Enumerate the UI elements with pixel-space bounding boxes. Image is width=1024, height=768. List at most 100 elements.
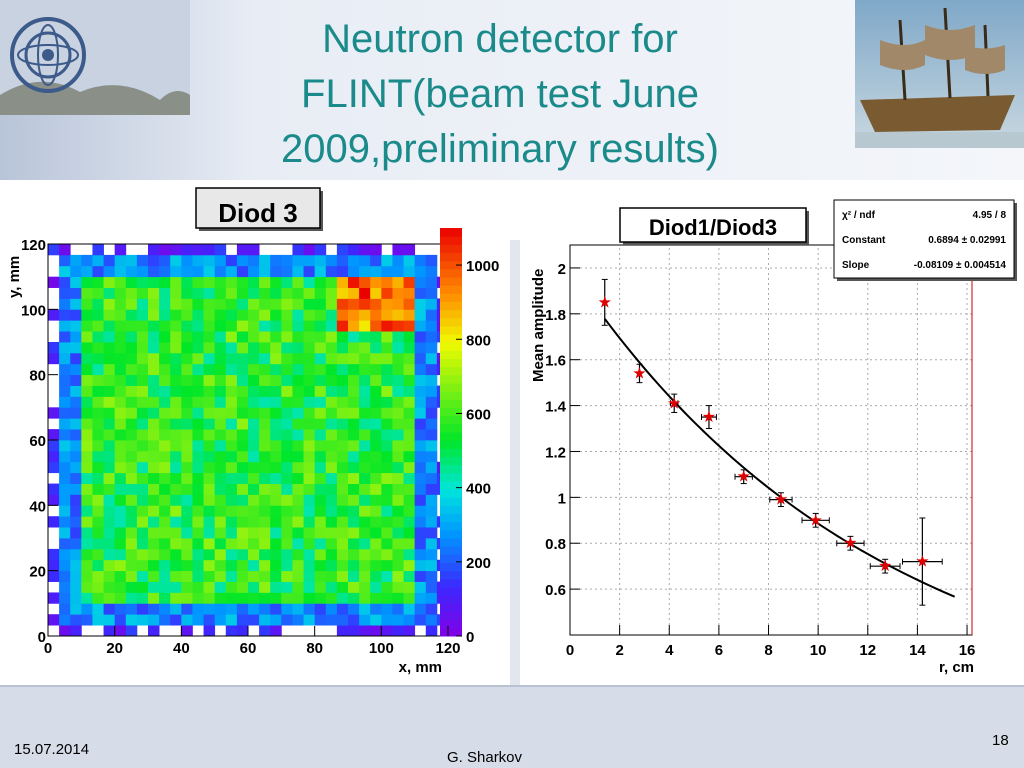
- heatmap-cell: [214, 461, 227, 474]
- heatmap-cell: [159, 287, 171, 299]
- heatmap-cell: [425, 363, 438, 376]
- heatmap-cell: [414, 298, 427, 310]
- heatmap-cell: [270, 625, 282, 637]
- heatmap-cell: [170, 309, 182, 321]
- heatmap-cell: [236, 407, 249, 419]
- heatmap-cell: [336, 625, 349, 637]
- heatmap-cell: [314, 614, 327, 626]
- heatmap-cell: [203, 287, 216, 299]
- heatmap-cell: [236, 538, 249, 550]
- heatmap-cell: [203, 418, 216, 430]
- heatmap-cell: [225, 374, 238, 386]
- heatmap-cell: [381, 625, 393, 637]
- heatmap-cell: [70, 559, 82, 572]
- heatmap-cell: [148, 265, 160, 278]
- heatmap-cell: [370, 461, 382, 474]
- heatmap-cell: [81, 461, 93, 474]
- heatmap-cell: [170, 548, 182, 561]
- heatmap-cell: [70, 352, 82, 365]
- heatmap-cell: [325, 287, 338, 299]
- heatmap-cell: [370, 287, 382, 299]
- colorbar-segment: [440, 366, 462, 376]
- heatmap-cell: [281, 320, 293, 332]
- heatmap-cell: [281, 363, 293, 376]
- heatmap-cell: [125, 538, 138, 550]
- scatter-x-axis-label: r, cm: [939, 659, 974, 676]
- heatmap-cell: [236, 287, 249, 299]
- heatmap-cell: [303, 244, 316, 256]
- heatmap-cell: [70, 472, 82, 484]
- heatmap-cell: [59, 548, 71, 561]
- heatmap-cell: [314, 483, 327, 495]
- heatmap-cell: [59, 440, 71, 452]
- heatmap-cell: [348, 548, 360, 561]
- heatmap-cell: [114, 363, 127, 376]
- heatmap-cell: [381, 320, 393, 332]
- heatmap-cell: [225, 385, 238, 397]
- heatmap-cell: [148, 592, 160, 604]
- heatmap-cell: [381, 472, 393, 484]
- heatmap-cell: [170, 396, 182, 408]
- heatmap-cell: [181, 505, 193, 517]
- heatmap-cell: [70, 320, 82, 332]
- heatmap-cell: [81, 429, 93, 441]
- heatmap-cell: [125, 396, 138, 408]
- heatmap-cell: [359, 548, 371, 561]
- heatmap-cell: [414, 385, 427, 397]
- data-point: ★: [598, 278, 612, 326]
- heatmap-cell: [259, 516, 271, 528]
- heatmap-cell: [281, 287, 293, 299]
- heatmap-cell: [81, 418, 93, 430]
- heatmap-cell: [203, 614, 216, 626]
- heatmap-cell: [59, 505, 71, 517]
- colorbar-segment: [440, 619, 462, 629]
- heatmap-cell: [348, 265, 360, 278]
- heatmap-cell: [92, 461, 104, 474]
- heatmap-cell: [70, 265, 82, 278]
- heatmap-cell: [392, 538, 404, 550]
- footer-date: 15.07.2014: [14, 741, 90, 758]
- heatmap-cell: [148, 614, 160, 626]
- heatmap-cell: [259, 472, 271, 484]
- heatmap-cell: [81, 570, 93, 582]
- heatmap-cell: [259, 625, 271, 637]
- heatmap-cell: [92, 548, 104, 561]
- heatmap-cell: [48, 494, 60, 506]
- heatmap-cell: [170, 494, 182, 506]
- heatmap-cell: [403, 570, 416, 582]
- heatmap-cell: [103, 527, 116, 539]
- heatmap-cell: [92, 483, 104, 495]
- heatmap-cell: [381, 548, 393, 561]
- heatmap-cell: [292, 505, 304, 517]
- heatmap-cell: [92, 363, 104, 376]
- heatmap-cell: [192, 440, 204, 452]
- heatmap-cell: [159, 483, 171, 495]
- colorbar-segment: [440, 505, 462, 515]
- heatmap-cell: [92, 581, 104, 593]
- heatmap-cell: [103, 548, 116, 561]
- heatmap-cell: [414, 418, 427, 430]
- heatmap-cell: [359, 461, 371, 474]
- heatmap-cell: [270, 559, 282, 572]
- colorbar-segment: [440, 350, 462, 360]
- heatmap-cell: [359, 309, 371, 321]
- heatmap-cell: [225, 538, 238, 550]
- heatmap-cell: [81, 527, 93, 539]
- heatmap-y-tick-label: 60: [29, 433, 46, 450]
- heatmap-cell: [192, 614, 204, 626]
- scatter-x-tick-label: 4: [665, 642, 674, 659]
- heatmap-cell: [381, 352, 393, 365]
- heatmap-cell: [381, 440, 393, 452]
- heatmap-cell: [414, 352, 427, 365]
- colorbar-segment: [440, 293, 462, 302]
- heatmap-cell: [292, 450, 304, 463]
- heatmap-cell: [59, 396, 71, 408]
- heatmap-cell: [103, 516, 116, 528]
- heatmap-cell: [81, 287, 93, 299]
- heatmap-cell: [103, 505, 116, 517]
- heatmap-cell: [359, 254, 371, 267]
- heatmap-cell: [136, 516, 149, 528]
- heatmap-cell: [103, 570, 116, 582]
- heatmap-cell: [81, 396, 93, 408]
- heatmap-cell: [136, 548, 149, 561]
